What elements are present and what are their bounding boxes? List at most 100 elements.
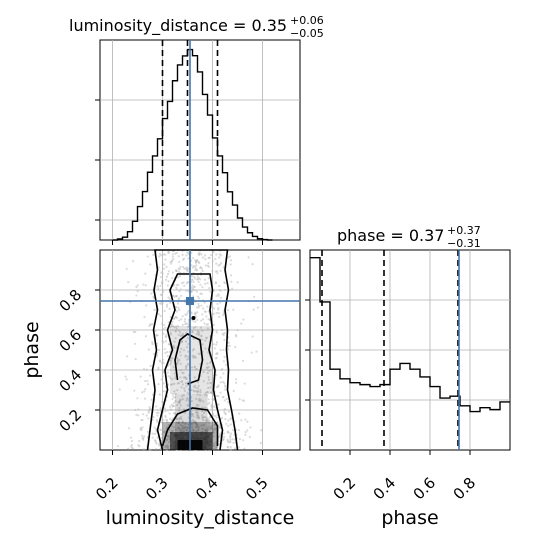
joint-sample-point	[200, 335, 203, 338]
joint-sample-point	[170, 323, 174, 326]
joint-sample-point	[222, 266, 225, 269]
joint-sample-point	[192, 420, 195, 423]
joint-sample-point	[161, 358, 165, 361]
joint-sample-point	[235, 378, 238, 381]
y-axis-label-phase: phase	[21, 321, 43, 378]
joint-sample-point	[207, 277, 210, 280]
joint-sample-point	[171, 383, 174, 386]
joint-sample-point	[204, 310, 207, 313]
joint-sample-point	[166, 350, 169, 354]
joint-sample-point	[218, 426, 221, 429]
joint-sample-point	[216, 302, 219, 305]
joint-sample-point	[192, 264, 195, 268]
joint-sample-point	[196, 275, 199, 278]
joint-sample-point	[172, 401, 175, 404]
joint-sample-point	[192, 326, 195, 330]
joint-sample-point	[150, 398, 153, 401]
joint-sample-point	[156, 285, 159, 288]
joint-sample-point	[208, 420, 211, 423]
joint-sample-point	[247, 256, 250, 259]
joint-sample-point	[167, 251, 170, 254]
joint-sample-point	[186, 404, 189, 407]
joint-sample-point	[225, 422, 228, 425]
joint-sample-point	[222, 348, 225, 352]
joint-sample-point	[197, 428, 200, 431]
joint-sample-point	[149, 263, 152, 266]
joint-sample-point	[137, 408, 140, 411]
joint-sample-point	[171, 320, 174, 323]
joint-sample-point	[157, 444, 161, 447]
joint-sample-point	[171, 429, 174, 432]
joint-sample-point	[158, 255, 161, 258]
joint-sample-point	[227, 309, 230, 312]
joint-sample-point	[236, 281, 239, 284]
joint-sample-point	[206, 371, 209, 375]
joint-sample-point	[201, 269, 204, 273]
joint-sample-point	[203, 406, 207, 409]
joint-sample-point	[145, 304, 148, 307]
ld-title-sup: +0.06	[290, 14, 324, 27]
joint-sample-point	[223, 281, 226, 284]
joint-sample-point	[157, 383, 160, 386]
joint-sample-point	[176, 325, 180, 328]
joint-sample-point	[139, 375, 142, 378]
joint-sample-point	[190, 422, 194, 425]
joint-sample-point	[178, 275, 182, 278]
joint-sample-point	[179, 265, 182, 269]
joint-sample-point	[132, 330, 135, 334]
joint-sample-point	[179, 362, 182, 365]
joint-sample-point	[131, 447, 134, 450]
joint-sample-point	[171, 393, 174, 396]
joint-sample-point	[171, 255, 174, 258]
joint-sample-point	[222, 372, 225, 375]
joint-sample-point	[174, 329, 177, 333]
joint-sample-point	[207, 261, 210, 265]
joint-sample-point	[147, 410, 151, 413]
joint-sample-point	[174, 399, 177, 403]
joint-sample-point	[204, 264, 207, 267]
joint-sample-point	[160, 436, 164, 439]
joint-sample-point	[136, 284, 139, 287]
joint-sample-point	[177, 381, 180, 385]
joint-sample-point	[196, 393, 199, 396]
joint-sample-point	[184, 425, 187, 428]
joint-sample-point	[128, 427, 131, 430]
joint-sample-point	[149, 364, 152, 368]
joint-sample-point	[169, 333, 173, 336]
joint-sample-point	[183, 318, 187, 321]
joint-sample-point	[215, 311, 218, 315]
joint-sample-point	[173, 382, 176, 385]
joint-sample-point	[200, 304, 203, 307]
joint-sample-point	[201, 256, 205, 259]
joint-sample-point	[213, 428, 217, 431]
joint-sample-point	[198, 331, 201, 334]
joint-sample-point	[185, 322, 188, 325]
joint-sample-point	[148, 325, 151, 328]
joint-sample-point	[145, 368, 148, 371]
joint-sample-point	[159, 284, 162, 287]
joint-sample-point	[181, 398, 184, 401]
joint-sample-point	[259, 441, 262, 445]
joint-sample-point	[192, 430, 195, 433]
joint-sample-point	[171, 397, 174, 401]
joint-sample-point	[158, 348, 161, 352]
joint-sample-point	[144, 272, 147, 275]
joint-sample-point	[204, 428, 207, 431]
joint-sample-point	[218, 263, 221, 267]
joint-sample-point	[164, 335, 167, 338]
joint-sample-point	[179, 334, 182, 337]
joint-sample-point	[171, 408, 174, 412]
joint-sample-point	[215, 331, 218, 334]
joint-sample-point	[180, 418, 183, 421]
joint-sample-point	[206, 282, 209, 285]
joint-sample-point	[198, 262, 201, 265]
joint-sample-point	[174, 377, 177, 380]
joint-sample-point	[215, 262, 218, 265]
joint-sample-point	[178, 406, 181, 410]
joint-sample-point	[234, 381, 238, 384]
joint-sample-point	[180, 386, 183, 389]
joint-sample-point	[252, 308, 255, 311]
joint-sample-point	[150, 292, 153, 295]
joint-sample-point	[204, 347, 207, 350]
joint-sample-point	[196, 329, 199, 332]
